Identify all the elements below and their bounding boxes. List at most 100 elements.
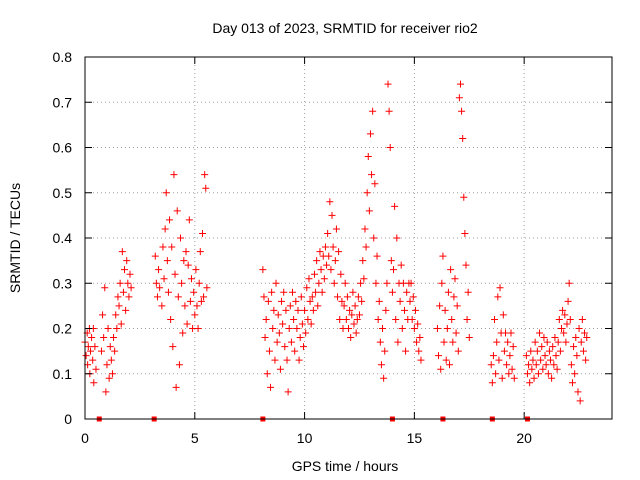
data-point [386, 144, 394, 151]
data-point [286, 302, 294, 310]
data-point [174, 293, 182, 301]
data-point [270, 306, 278, 314]
data-point [349, 288, 357, 296]
data-point [363, 189, 371, 197]
data-point [153, 293, 161, 301]
data-point [292, 297, 300, 305]
data-point [360, 275, 368, 283]
data-point [156, 284, 164, 292]
data-point [555, 315, 563, 323]
data-point [522, 352, 530, 360]
data-point [453, 302, 461, 310]
x-tick-label: 0 [81, 430, 89, 446]
data-point [89, 356, 97, 364]
data-point [275, 329, 283, 337]
y-tick-label: 0.3 [53, 275, 73, 291]
data-point [306, 297, 314, 305]
data-point [99, 311, 107, 319]
data-point [583, 334, 591, 342]
data-point [390, 266, 398, 274]
data-point [572, 334, 580, 342]
data-point [164, 288, 172, 296]
data-point [309, 306, 317, 314]
data-point [106, 343, 114, 351]
data-point [155, 266, 163, 274]
data-point [191, 311, 199, 319]
data-point [551, 334, 559, 342]
data-point [113, 325, 121, 332]
data-point [376, 338, 384, 346]
data-point [509, 343, 517, 351]
data-point [166, 216, 174, 224]
data-point [125, 293, 133, 301]
data-point [559, 306, 567, 314]
data-point [353, 315, 361, 323]
data-point [308, 293, 316, 301]
data-point [186, 297, 194, 305]
data-point [151, 252, 159, 260]
data-point [264, 297, 272, 305]
data-point [291, 347, 299, 355]
data-point [571, 370, 579, 378]
data-point [260, 293, 268, 301]
data-point [347, 334, 355, 342]
data-point [489, 352, 497, 360]
data-point [184, 261, 192, 269]
data-point [172, 383, 180, 391]
data-point [278, 297, 286, 305]
data-point [557, 325, 565, 332]
data-point [181, 302, 189, 310]
data-point [163, 257, 171, 265]
data-point [416, 334, 424, 342]
data-point [382, 306, 390, 314]
data-point [447, 266, 455, 274]
data-point [269, 325, 277, 332]
data-point [563, 320, 571, 328]
data-point [498, 374, 506, 382]
data-point [335, 248, 343, 256]
data-point [406, 297, 414, 305]
data-point [369, 107, 377, 115]
data-point [380, 374, 388, 382]
data-point [448, 315, 456, 323]
data-point [177, 234, 185, 242]
data-point [313, 257, 321, 265]
data-point [116, 279, 124, 287]
data-point [354, 293, 362, 301]
data-point [282, 306, 290, 314]
data-point [458, 107, 466, 115]
data-point [117, 320, 125, 328]
data-point [105, 374, 113, 382]
data-point [550, 361, 558, 369]
data-point [494, 293, 502, 301]
data-point [388, 288, 396, 296]
data-point [393, 234, 401, 242]
data-point [527, 347, 535, 355]
data-point [259, 266, 267, 274]
data-point [290, 315, 298, 323]
data-point [91, 343, 99, 351]
data-point [82, 352, 90, 360]
data-point [377, 361, 385, 369]
data-point [330, 279, 338, 287]
data-point [530, 374, 538, 382]
data-point [446, 361, 454, 369]
data-point [159, 243, 167, 251]
data-point [303, 284, 311, 292]
data-point [461, 229, 469, 237]
data-point [396, 297, 404, 305]
data-point [488, 379, 496, 387]
data-point [433, 325, 441, 332]
data-point [299, 343, 307, 351]
data-point [532, 361, 540, 369]
data-point [411, 306, 419, 314]
data-point [552, 352, 560, 360]
data-point [185, 216, 193, 224]
data-point [100, 334, 108, 342]
data-point [510, 374, 518, 382]
data-point [372, 279, 380, 287]
chart-title: Day 013 of 2023, SRMTID for receiver rio… [212, 20, 478, 36]
data-point [179, 329, 187, 337]
data-point [491, 315, 499, 323]
